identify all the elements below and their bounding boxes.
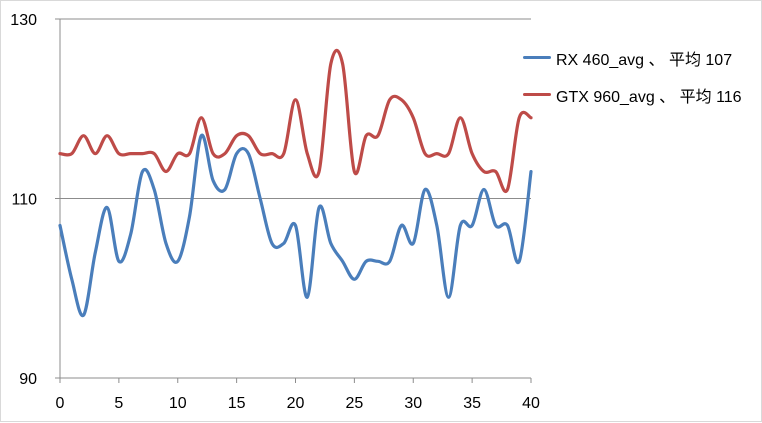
series-layer (58, 48, 533, 318)
tick-labels: 0 5 10 15 20 25 30 35 40 130 110 90 (10, 12, 540, 412)
x-tick-label-25: 25 (345, 395, 363, 412)
legend-item-rx460: RX 460_avg 、 平均 107 (523, 39, 742, 76)
x-tick-label-15: 15 (228, 395, 246, 412)
x-tick-label-0: 0 (56, 395, 65, 412)
y-tick-label-90: 90 (19, 371, 37, 388)
legend-label-gtx960: GTX 960_avg 、 平均 116 (556, 88, 742, 106)
legend: RX 460_avg 、 平均 107 GTX 960_avg 、 平均 116 (523, 39, 742, 113)
x-tick-label-20: 20 (287, 395, 305, 412)
x-tick-label-30: 30 (404, 395, 422, 412)
y-tick-label-110: 110 (11, 192, 37, 209)
axes (55, 18, 532, 383)
legend-swatch-gtx960 (523, 93, 551, 96)
gridlines (60, 18, 531, 199)
x-tick-label-5: 5 (114, 395, 123, 412)
x-tick-label-10: 10 (169, 395, 187, 412)
legend-swatch-rx460 (523, 56, 551, 59)
series-line-gtx960 (58, 48, 533, 194)
legend-item-gtx960: GTX 960_avg 、 平均 116 (523, 76, 742, 113)
x-tick-label-40: 40 (522, 395, 540, 412)
series-line-rx460 (58, 133, 533, 318)
y-tick-label-130: 130 (10, 12, 37, 29)
x-tick-label-35: 35 (463, 395, 481, 412)
legend-label-rx460: RX 460_avg 、 平均 107 (556, 51, 733, 69)
